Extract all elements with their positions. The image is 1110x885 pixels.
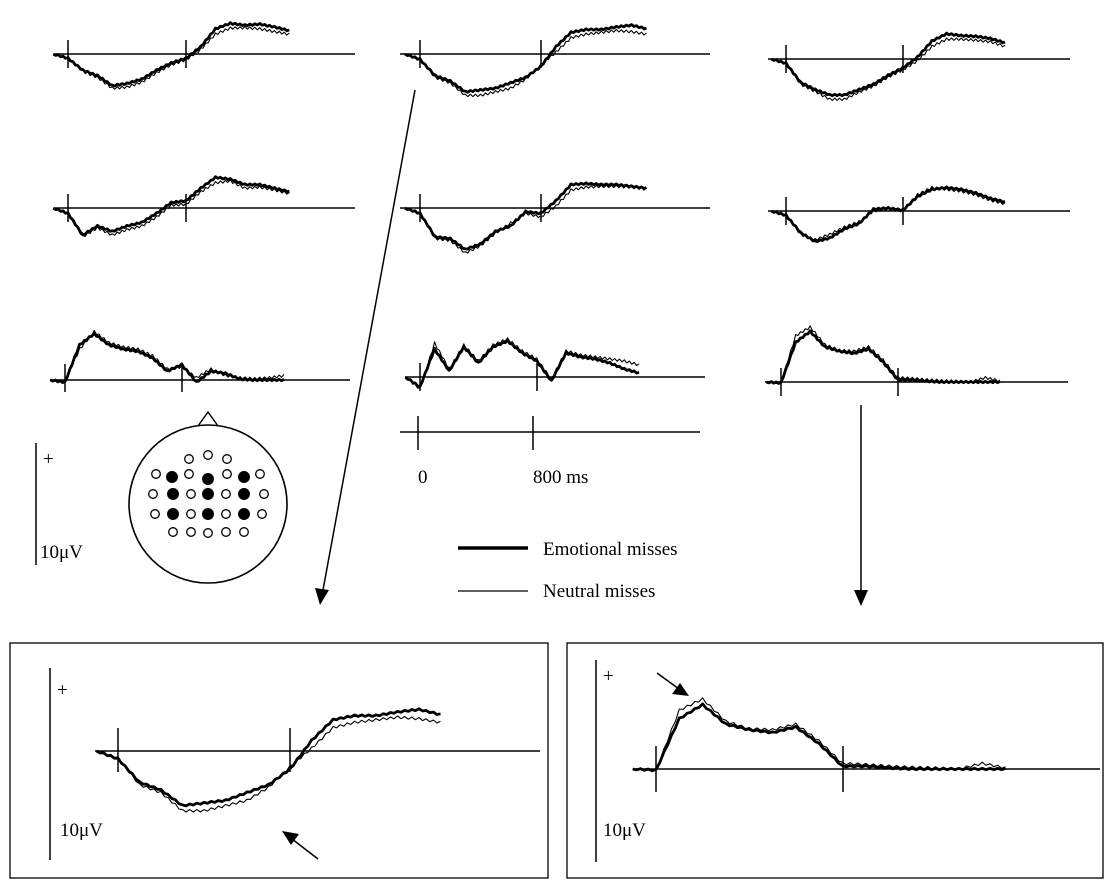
central-left-emotional-line bbox=[52, 175, 290, 236]
electrode-selected bbox=[238, 471, 250, 483]
scale-amplitude-label: 10μV bbox=[40, 542, 83, 563]
panel-frontal-left bbox=[55, 40, 355, 68]
panel-parietal-right bbox=[765, 368, 1068, 396]
electrode bbox=[203, 528, 213, 538]
parietal-right-neutral-line bbox=[766, 325, 1001, 385]
frontal-left-emotional-line bbox=[52, 21, 290, 88]
electrode bbox=[151, 469, 161, 479]
scale-plus-label: + bbox=[603, 666, 614, 687]
panel-frontal-right bbox=[768, 45, 1070, 73]
frontal-right-emotional-line bbox=[770, 31, 1006, 98]
panel-central-right bbox=[768, 197, 1070, 225]
electrode-selected bbox=[202, 488, 214, 500]
electrode bbox=[221, 489, 231, 499]
electrode bbox=[239, 527, 249, 537]
electrode bbox=[186, 527, 196, 537]
scale-amplitude-label: 10μV bbox=[603, 820, 646, 841]
frontal-midline-enlarged-neutral-line bbox=[96, 715, 441, 813]
panel-frontal-midline-enlarged: + 10μV bbox=[49, 668, 540, 860]
time-label-800: 800 ms bbox=[533, 467, 588, 488]
arrowhead-left bbox=[315, 588, 329, 605]
electrode-selected bbox=[202, 508, 214, 520]
time-label-0: 0 bbox=[418, 467, 428, 488]
frontal-right-neutral-line bbox=[771, 37, 1006, 102]
connectors bbox=[282, 89, 868, 860]
parietal-right-enlarged-neutral-line bbox=[632, 697, 1006, 772]
central-midline-emotional-line bbox=[404, 181, 648, 251]
parietal-midline-neutral-line bbox=[404, 337, 640, 389]
arrowhead-right bbox=[854, 590, 868, 606]
panel-central-midline bbox=[400, 194, 710, 222]
amplitude-scale: + 10μV bbox=[35, 443, 83, 565]
central-right-neutral-line bbox=[771, 185, 1006, 241]
electrode bbox=[184, 454, 194, 464]
annotation-arrow-right bbox=[656, 672, 680, 690]
electrode-selected bbox=[202, 473, 214, 485]
enlarged-box-left bbox=[9, 642, 549, 879]
annotation-arrow-left bbox=[291, 838, 319, 860]
electrode-selected bbox=[238, 488, 250, 500]
electrode-selected bbox=[238, 508, 250, 520]
frontal-midline-neutral-line bbox=[404, 28, 647, 98]
electrode bbox=[222, 454, 232, 464]
panel-parietal-right-enlarged: + 10μV bbox=[595, 660, 1100, 862]
electrode bbox=[184, 469, 194, 479]
head-outline bbox=[128, 424, 288, 584]
waveform-layer bbox=[49, 21, 1006, 813]
scale-plus-label: + bbox=[43, 449, 54, 470]
frontal-left-neutral-line bbox=[52, 25, 290, 90]
time-scale: 0 800 ms bbox=[400, 416, 700, 488]
central-right-emotional-line bbox=[770, 185, 1006, 244]
nose-icon bbox=[197, 410, 219, 427]
electrode bbox=[222, 469, 232, 479]
parietal-left-neutral-line bbox=[50, 329, 285, 383]
legend-label-neutral: Neutral misses bbox=[543, 581, 655, 602]
electrode bbox=[257, 509, 267, 519]
electrode bbox=[186, 509, 196, 519]
electrode bbox=[148, 489, 158, 499]
frontal-midline-enlarged-emotional-line bbox=[95, 707, 441, 808]
scale-plus-label: + bbox=[57, 680, 68, 701]
electrode-selected bbox=[166, 471, 178, 483]
parietal-right-emotional-line bbox=[765, 329, 1001, 385]
legend-label-emotional: Emotional misses bbox=[543, 539, 678, 560]
panel-frontal-midline bbox=[400, 40, 710, 68]
electrode bbox=[221, 527, 231, 537]
annotation-arrowhead-left bbox=[282, 831, 299, 845]
parietal-midline-emotional-line bbox=[404, 338, 640, 388]
scale-amplitude-label: 10μV bbox=[60, 820, 103, 841]
electrode bbox=[168, 527, 178, 537]
electrode bbox=[221, 509, 231, 519]
enlarged-box-right bbox=[566, 642, 1104, 879]
central-left-neutral-line bbox=[52, 179, 290, 238]
electrode-selected bbox=[167, 488, 179, 500]
electrode bbox=[150, 509, 160, 519]
electrode-selected bbox=[167, 508, 179, 520]
parietal-left-emotional-line bbox=[49, 331, 285, 384]
legend: Emotional misses Neutral misses bbox=[458, 539, 678, 602]
electrode bbox=[186, 489, 196, 499]
electrode-montage bbox=[128, 410, 288, 584]
frontal-midline-emotional-line bbox=[404, 23, 647, 94]
electrode bbox=[259, 489, 269, 499]
connector-line-left bbox=[322, 89, 416, 591]
electrode bbox=[203, 450, 213, 460]
central-midline-neutral-line bbox=[404, 184, 647, 254]
annotation-arrowhead-right bbox=[672, 683, 689, 696]
panel-central-left bbox=[55, 194, 355, 222]
parietal-right-enlarged-emotional-line bbox=[632, 702, 1006, 773]
electrode bbox=[255, 469, 265, 479]
